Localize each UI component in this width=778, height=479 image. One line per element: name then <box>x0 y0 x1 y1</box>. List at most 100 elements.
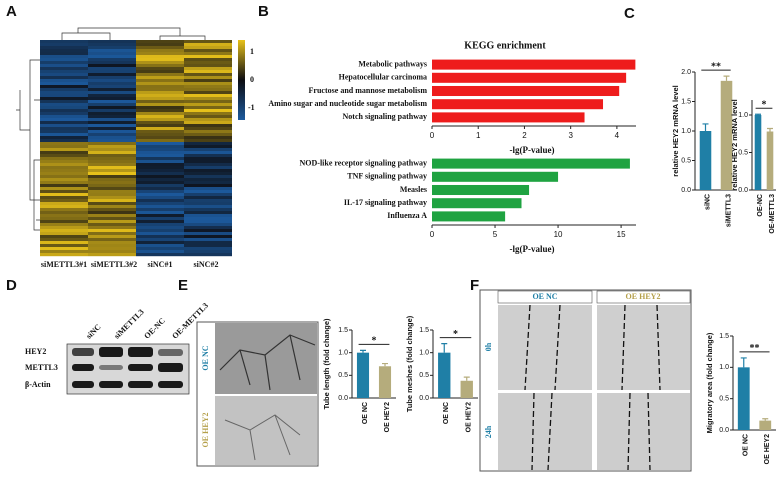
heatmap-cell <box>184 235 232 239</box>
heatmap-cell <box>136 139 184 143</box>
heatmap-cell <box>40 103 88 107</box>
heatmap-cell <box>40 76 88 80</box>
heatmap-cell <box>88 193 136 197</box>
heatmap-cell <box>136 184 184 188</box>
heatmap-cell <box>40 241 88 245</box>
heatmap-cell <box>40 55 88 59</box>
heatmap-cell <box>88 163 136 167</box>
heatmap-cell <box>136 130 184 134</box>
x-tick-label: OE HEY2 <box>764 434 771 464</box>
heatmap-cell <box>136 208 184 212</box>
heatmap-cell <box>88 205 136 209</box>
y-tick-label: 1.5 <box>719 333 729 340</box>
heatmap-cell <box>184 238 232 242</box>
heatmap-cell <box>40 157 88 161</box>
heatmap-cell <box>40 220 88 224</box>
heatmap-cell <box>136 136 184 140</box>
category-label: Hepatocellular carcinoma <box>339 73 427 82</box>
heatmap-cell <box>40 106 88 110</box>
heatmap-cell <box>184 214 232 218</box>
heatmap-cell <box>184 64 232 68</box>
heatmap-cell <box>40 142 88 146</box>
header-box <box>596 290 691 304</box>
significance: * <box>762 100 767 111</box>
heatmap-cell <box>88 160 136 164</box>
x-tick-label: OE-NC <box>757 194 764 217</box>
heatmap-cell <box>88 121 136 125</box>
heatmap-cell <box>40 70 88 74</box>
heatmap-cell <box>136 154 184 158</box>
heatmap-cell <box>40 247 88 251</box>
x-axis-label: -lg(P-value) <box>510 145 555 155</box>
heatmap-cell <box>40 202 88 206</box>
heatmap-cell <box>136 94 184 98</box>
heatmap-cell <box>40 124 88 128</box>
heatmap-cell <box>40 91 88 95</box>
heatmap-cell <box>136 58 184 62</box>
image-frame <box>479 289 692 472</box>
heatmap-cell <box>88 91 136 95</box>
heatmap-cell <box>88 208 136 212</box>
heatmap-cell <box>88 154 136 158</box>
y-axis-label: Tube meshes (fold change) <box>405 315 414 412</box>
y-tick-label: 1.5 <box>419 327 429 334</box>
heatmap-cell <box>40 184 88 188</box>
bar <box>356 352 370 398</box>
colorbar-tick: 0 <box>250 75 254 84</box>
x-tick-label: 15 <box>617 230 626 239</box>
bar <box>720 80 733 190</box>
colorbar-tick: -1 <box>248 103 255 112</box>
heatmap-cell <box>88 235 136 239</box>
x-tick-label: OE NC <box>362 402 369 424</box>
heatmap-cell <box>136 166 184 170</box>
heatmap-cell <box>88 178 136 182</box>
heatmap-cell <box>136 106 184 110</box>
heatmap-cell <box>184 241 232 245</box>
heatmap-cell <box>184 136 232 140</box>
heatmap-cell <box>136 211 184 215</box>
heatmap-cell <box>40 178 88 182</box>
heatmap-cell <box>136 43 184 47</box>
heatmap-cell <box>136 142 184 146</box>
heatmap-cell <box>184 196 232 200</box>
chart-title: KEGG enrichment <box>464 40 546 51</box>
heatmap-cell <box>88 223 136 227</box>
y-tick-label: 1.0 <box>738 112 748 119</box>
heatmap-cell <box>40 52 88 56</box>
heatmap-cell <box>184 73 232 77</box>
error-bar <box>702 123 709 131</box>
wound-image <box>597 305 690 390</box>
heatmap-cell <box>40 244 88 248</box>
heatmap-cell <box>40 85 88 89</box>
blot-bands <box>72 347 183 388</box>
heatmap-cell <box>184 181 232 185</box>
category-label: Influenza A <box>387 211 427 220</box>
heatmap-cell <box>88 100 136 104</box>
y-tick-label: 0.5 <box>338 372 348 379</box>
x-tick-label: OE NC <box>743 434 750 456</box>
heatmap-cell <box>184 133 232 137</box>
error-bar <box>723 75 730 81</box>
lane-label: OE-METTL3 <box>170 301 210 341</box>
heatmap-cell <box>40 163 88 167</box>
heatmap-cell <box>184 223 232 227</box>
heatmap-cell <box>184 46 232 50</box>
heatmap-cell <box>136 100 184 104</box>
category-label: TNF signaling pathway <box>347 172 427 181</box>
heatmap-cell <box>40 238 88 242</box>
y-axis-label: Tube length (fold change) <box>322 318 331 410</box>
error-bar <box>360 349 366 353</box>
heatmap-cell <box>40 172 88 176</box>
bar <box>432 198 522 209</box>
heatmap-cell <box>40 139 88 143</box>
heatmap-cell <box>136 229 184 233</box>
heatmap-cell <box>184 250 232 254</box>
header-box <box>497 290 593 304</box>
heatmap-cell <box>184 217 232 221</box>
error-bar <box>463 376 470 381</box>
heatmap-cell <box>40 205 88 209</box>
column-label: siNC#2 <box>194 260 219 269</box>
heatmap-cell <box>88 82 136 86</box>
significance: * <box>372 336 377 347</box>
bar <box>754 115 762 190</box>
